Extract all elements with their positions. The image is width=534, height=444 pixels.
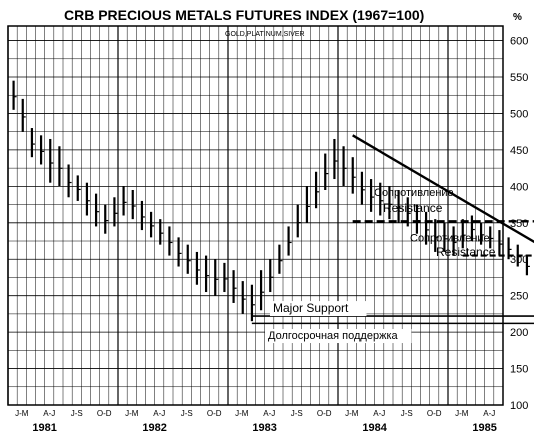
x-month-label: J-M — [125, 409, 139, 418]
plot-frame — [7, 25, 504, 406]
x-month-label: A-J — [153, 409, 165, 418]
x-month-label: O-D — [97, 409, 112, 418]
y-tick-label: 450 — [510, 145, 528, 157]
annotation-label: Долгосрочная поддержка — [268, 330, 399, 342]
annotation-label: Сопротивление — [374, 187, 454, 199]
y-tick-label: 600 — [510, 36, 528, 48]
annotation-bg — [270, 301, 367, 317]
x-month-label: J-S — [71, 409, 83, 418]
annotation-label: Resistance — [383, 201, 443, 215]
x-month-label: J-M — [455, 409, 469, 418]
y-tick-label: 500 — [510, 108, 528, 120]
x-month-label: J-S — [291, 409, 303, 418]
x-year-label: 1984 — [362, 422, 387, 434]
y-tick-label: 100 — [510, 400, 528, 412]
x-month-label: J-M — [15, 409, 29, 418]
x-year-label: 1985 — [472, 422, 496, 434]
y-tick-label: 150 — [510, 364, 528, 376]
x-month-label: A-J — [43, 409, 55, 418]
y-tick-label: 200 — [510, 327, 528, 339]
x-month-label: O-D — [207, 409, 222, 418]
chart-title: CRB PRECIOUS METALS FUTURES INDEX (1967=… — [64, 7, 424, 23]
annotation-bg — [265, 329, 412, 344]
annotation-label: Сопротивление — [410, 232, 490, 244]
x-year-label: 1983 — [252, 422, 276, 434]
annotation-label: Resistance — [436, 245, 496, 259]
y-unit-label: % — [513, 12, 522, 23]
y-tick-label: 550 — [510, 72, 528, 84]
price-bars — [12, 80, 530, 322]
annotation-label: Major Support — [273, 301, 349, 315]
x-month-label: A-J — [483, 409, 495, 418]
annotations: СопротивлениеResistanceСопротивлениеResi… — [265, 187, 496, 344]
x-month-label: J-S — [401, 409, 413, 418]
x-month-label: J-M — [345, 409, 359, 418]
overlay-lines — [251, 134, 534, 325]
x-month-label: A-J — [373, 409, 385, 418]
x-month-label: O-D — [427, 409, 442, 418]
x-month-label: J-M — [235, 409, 249, 418]
y-tick-label: 250 — [510, 291, 528, 303]
x-month-label: J-S — [181, 409, 193, 418]
x-year-label: 1981 — [32, 422, 56, 434]
x-year-label: 1982 — [142, 422, 166, 434]
y-tick-label: 300 — [510, 254, 528, 266]
x-axis: J-M A-J J-S O-D J-M A-J J-S O-D J-M A-J J-S O-D J-M A… — [15, 409, 497, 434]
x-month-label: O-D — [317, 409, 332, 418]
y-tick-label: 400 — [510, 181, 528, 193]
downtrend-line — [352, 134, 534, 244]
x-month-label: A-J — [263, 409, 275, 418]
